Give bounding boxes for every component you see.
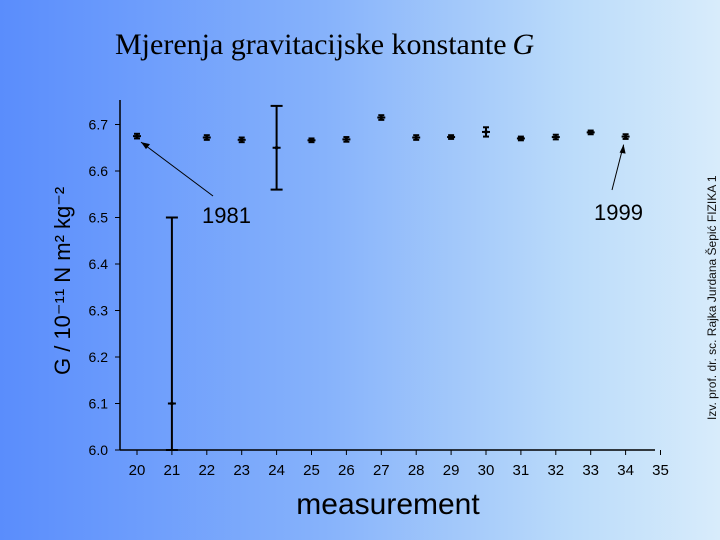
x-tick-label: 23 bbox=[233, 462, 250, 479]
y-tick-label: 6.5 bbox=[89, 210, 109, 226]
y-axis-label: G / 10⁻¹¹ N m² kg⁻² bbox=[50, 187, 75, 375]
y-tick-label: 6.7 bbox=[89, 117, 109, 133]
annotation-label: 1981 bbox=[202, 203, 251, 228]
y-tick-label: 6.2 bbox=[89, 349, 109, 365]
y-tick-label: 6.1 bbox=[89, 396, 109, 412]
x-tick-label: 21 bbox=[164, 462, 181, 479]
data-point-dot bbox=[554, 135, 558, 139]
data-point-dot bbox=[414, 135, 419, 140]
x-tick-label: 35 bbox=[652, 462, 669, 479]
x-tick-label: 28 bbox=[408, 462, 425, 479]
x-tick-label: 34 bbox=[617, 462, 634, 479]
data-point-dot bbox=[205, 135, 209, 140]
x-tick-label: 22 bbox=[198, 462, 215, 479]
y-axis-label-text: G / 10⁻¹¹ N m² kg⁻² bbox=[50, 187, 75, 375]
data-point-dot bbox=[170, 401, 174, 406]
data-point-dot bbox=[588, 130, 593, 135]
x-tick-label: 27 bbox=[373, 462, 390, 479]
title-text: Mjerenja gravitacijske konstante bbox=[115, 28, 507, 61]
annotation-arrowhead bbox=[141, 142, 150, 150]
title-symbol: G bbox=[512, 28, 535, 61]
data-point-dot bbox=[623, 134, 628, 139]
x-tick-label: 31 bbox=[513, 462, 530, 479]
x-tick-label: 26 bbox=[338, 462, 355, 479]
x-tick-label: 30 bbox=[478, 462, 495, 479]
slide-title: Mjerenja gravitacijske konstante G bbox=[115, 28, 534, 62]
data-point-dot bbox=[344, 137, 349, 142]
y-tick-label: 6.3 bbox=[89, 303, 109, 319]
chart-marks bbox=[133, 104, 630, 451]
x-tick-label: 20 bbox=[129, 462, 146, 479]
y-tick-label: 6.4 bbox=[89, 256, 109, 272]
x-tick-label: 24 bbox=[268, 462, 285, 479]
annotation-arrowhead bbox=[619, 144, 626, 154]
x-tick-label: 29 bbox=[443, 462, 460, 479]
y-tick-label: 6.6 bbox=[89, 163, 109, 179]
x-tick-label: 25 bbox=[303, 462, 320, 479]
data-point-dot bbox=[239, 138, 244, 142]
x-tick-label: 33 bbox=[582, 462, 599, 479]
x-tick-label: 32 bbox=[547, 462, 564, 479]
data-point-dot bbox=[135, 134, 139, 138]
y-tick-label: 6.0 bbox=[89, 442, 109, 458]
x-axis-label: measurement bbox=[296, 488, 480, 521]
chart-annotations: 1981 1999 bbox=[140, 141, 643, 228]
annotation-label: 1999 bbox=[594, 200, 643, 225]
data-point-dot bbox=[449, 135, 453, 139]
data-point-dot bbox=[519, 136, 523, 141]
chart-axes: 6.0 6.1 6.2 6.3 6.4 6.5 6.6 6.7 20 21 22 23 24 25 26 27… bbox=[89, 100, 669, 479]
annotation-arrow bbox=[140, 141, 214, 197]
data-point-dot bbox=[484, 130, 488, 134]
data-point-dot bbox=[379, 115, 384, 120]
data-point-dot bbox=[309, 138, 314, 143]
data-point-dot bbox=[274, 145, 279, 150]
